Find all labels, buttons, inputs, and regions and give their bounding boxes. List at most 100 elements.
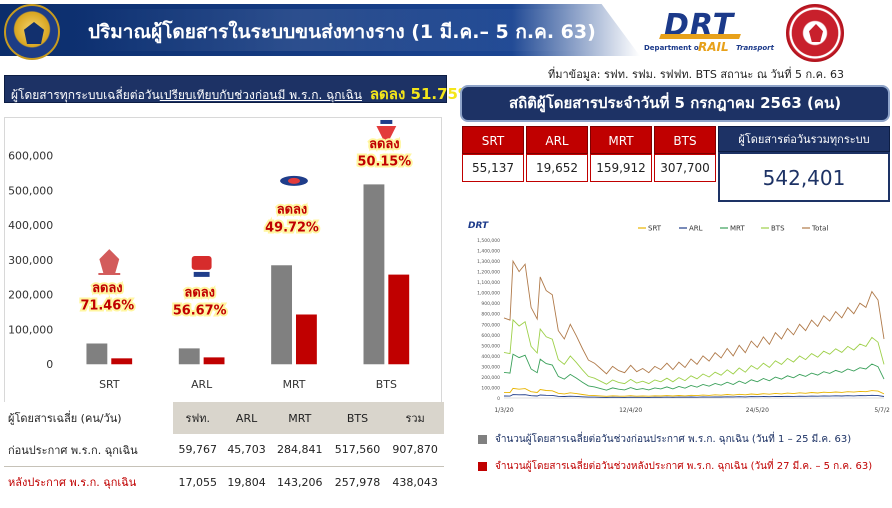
daily-system-value: 55,137 bbox=[462, 154, 524, 182]
line-y-tick-label: 200,000 bbox=[481, 375, 500, 381]
line-y-tick-label: 900,000 bbox=[481, 301, 500, 307]
header: ปริมาณผู้โดยสารในระบบขนส่งทางราง (1 มี.ค… bbox=[0, 0, 892, 62]
bar-arl-after bbox=[203, 357, 225, 365]
comparison-subtitle: ผู้โดยสารทุกระบบเฉลี่ยต่อวันเปรียบเทียบก… bbox=[4, 75, 473, 103]
drt-logo-rail: RAIL bbox=[698, 40, 729, 54]
table-cell: 517,560 bbox=[328, 434, 387, 467]
daily-total-value: 542,401 bbox=[718, 152, 890, 202]
line-legend-label: SRT bbox=[648, 225, 662, 233]
page-title: ปริมาณผู้โดยสารในระบบขนส่งทางราง (1 มี.ค… bbox=[88, 21, 596, 43]
line-y-tick-label: 1,400,000 bbox=[477, 249, 500, 255]
mrt-logo-core bbox=[288, 177, 300, 184]
line-y-tick-label: 600,000 bbox=[481, 333, 500, 339]
legend-after: จำนวนผู้โดยสารเฉลี่ยต่อวันช่วงหลังประกาศ… bbox=[478, 459, 872, 474]
bar-srt-after bbox=[111, 358, 133, 365]
bar-annotation-label: ลดลง bbox=[184, 286, 214, 301]
bar-bts-before bbox=[363, 184, 385, 365]
legend-before-label: จำนวนผู้โดยสารเฉลี่ยต่อวันช่วงก่อนประกาศ… bbox=[495, 434, 852, 445]
bar-annotation-value: 71.46% bbox=[80, 299, 134, 314]
table-cell: 59,767 bbox=[173, 434, 223, 467]
srt-logo-base bbox=[98, 272, 121, 275]
line-legend: SRT ARL MRT BTS Total bbox=[638, 225, 828, 233]
srt-logo-icon bbox=[98, 249, 121, 275]
table-cell: 19,804 bbox=[227, 475, 266, 489]
line-y-tick-label: 500,000 bbox=[481, 343, 500, 349]
line-total bbox=[503, 259, 885, 375]
bar-chart: 0 100,000 200,000 300,000 400,000 500,000 600,… bbox=[4, 117, 442, 403]
bar-annotation-value: 49.72% bbox=[265, 221, 319, 236]
line-y-tick-label: 800,000 bbox=[481, 312, 500, 318]
daily-system-value: 159,912 bbox=[590, 154, 652, 182]
bts-logo-top bbox=[380, 119, 393, 124]
table-cell: 45,703 bbox=[222, 434, 271, 467]
bar-annotations: ลดลง 71.46% ลดลง 56.67% ลดลง 49.72% ลดลง 50.15% bbox=[78, 135, 413, 321]
line-y-tick-label: 0 bbox=[497, 396, 500, 402]
bar-annotation-value: 50.15% bbox=[358, 155, 412, 170]
table-cell: 907,870 bbox=[386, 434, 444, 467]
line-y-tick-label: 1,100,000 bbox=[477, 280, 500, 286]
table-row-label: หลังประกาศ พ.ร.ก. ฉุกเฉิน bbox=[8, 476, 137, 490]
daily-stats-title: สถิติผู้โดยสารประจำวันที่ 5 กรกฎาคม 2563… bbox=[460, 85, 890, 122]
legend-after-label: จำนวนผู้โดยสารเฉลี่ยต่อวันช่วงหลังประกาศ… bbox=[495, 461, 873, 472]
table-row: หลังประกาศ พ.ร.ก. ฉุกเฉิน 17,055 19,804 … bbox=[4, 466, 444, 498]
srt-logo-shape bbox=[99, 249, 120, 273]
bar-y-tick-label: 0 bbox=[46, 358, 53, 371]
bts-logo-shape bbox=[376, 125, 397, 146]
daily-system-label: MRT bbox=[590, 126, 652, 154]
bar-mrt-after bbox=[295, 314, 317, 365]
table-cell: 143,206 bbox=[277, 475, 323, 489]
data-source: ที่มาข้อมูล: รฟท. รฟม. รฟฟท. BTS สถานะ ณ… bbox=[548, 68, 844, 81]
subtitle-text: ผู้โดยสารทุกระบบเฉลี่ยต่อวัน bbox=[11, 88, 160, 102]
bar-y-tick-label: 300,000 bbox=[8, 254, 53, 267]
table-col-header: รฟท. bbox=[173, 402, 223, 434]
table-header-label: ผู้โดยสารเฉลี่ย (คน/วัน) bbox=[4, 402, 174, 434]
table-col-header: BTS bbox=[328, 402, 387, 434]
line-y-tick-label: 1,300,000 bbox=[477, 259, 500, 265]
summary-table: ผู้โดยสารเฉลี่ย (คน/วัน) รฟท. ARL MRT BT… bbox=[4, 402, 444, 498]
legend-before: จำนวนผู้โดยสารเฉลี่ยต่อวันช่วงก่อนประกาศ… bbox=[478, 432, 851, 447]
line-chart: DRT SRT ARL MRT BTS Total 0 100,000 200,000 300… bbox=[460, 214, 890, 424]
table-row-label: ก่อนประกาศ พ.ร.ก. ฉุกเฉิน bbox=[4, 434, 174, 467]
line-x-tick-label: 1/3/20 bbox=[494, 407, 513, 414]
bar-annotation-label: ลดลง bbox=[369, 137, 399, 152]
bar-annotation-label: ลดลง bbox=[92, 281, 122, 296]
bar-y-tick-label: 100,000 bbox=[8, 323, 53, 336]
arl-logo-icon bbox=[191, 256, 212, 277]
line-legend-label: Total bbox=[811, 225, 828, 233]
bar-bts-after bbox=[388, 274, 410, 365]
line-x-tick-label: 12/4/20 bbox=[619, 407, 642, 414]
bar-mrt-before bbox=[271, 265, 293, 365]
arl-logo-base bbox=[193, 271, 210, 277]
table-cell: 438,043 bbox=[392, 475, 438, 489]
table-header-row: ผู้โดยสารเฉลี่ย (คน/วัน) รฟท. ARL MRT BT… bbox=[4, 402, 444, 434]
table-cell: 284,841 bbox=[270, 434, 329, 467]
line-y-axis: 0 100,000 200,000 300,000 400,000 500,000 600,… bbox=[477, 238, 884, 402]
daily-total-label: ผู้โดยสารต่อวันรวมทุกระบบ bbox=[718, 126, 890, 152]
table-cell: 257,978 bbox=[334, 475, 381, 489]
line-y-tick-label: 300,000 bbox=[481, 364, 500, 370]
line-y-tick-label: 100,000 bbox=[481, 385, 500, 391]
line-y-tick-label: 1,500,000 bbox=[477, 238, 500, 244]
legend-red-swatch bbox=[478, 461, 487, 471]
table-cell: 17,055 bbox=[178, 475, 218, 489]
subtitle-comparison-text: เปรียบเทียบกับช่วงก่อนมี พ.ร.ก. ฉุกเฉิน bbox=[159, 88, 363, 102]
line-bts bbox=[503, 318, 885, 385]
line-x-tick-label: 24/5/20 bbox=[746, 407, 769, 414]
table-col-header: รวม bbox=[386, 402, 444, 434]
bar-y-tick-label: 200,000 bbox=[8, 289, 53, 302]
bts-logo-icon bbox=[376, 119, 397, 146]
drt-logo-stripe bbox=[659, 34, 741, 39]
line-arl bbox=[503, 394, 885, 398]
line-legend-label: MRT bbox=[730, 225, 745, 233]
arl-logo-shape bbox=[191, 256, 212, 270]
bar-annotation-value: 56.67% bbox=[173, 304, 227, 319]
line-mrt bbox=[503, 353, 885, 391]
line-y-tick-label: 1,000,000 bbox=[477, 291, 500, 297]
legend-gray-swatch bbox=[478, 434, 487, 444]
srt-seal-icon bbox=[786, 4, 844, 62]
bar-x-tick-label: MRT bbox=[283, 378, 306, 391]
ministry-seal-icon bbox=[4, 4, 60, 60]
table-row: ก่อนประกาศ พ.ร.ก. ฉุกเฉิน 59,767 45,703 … bbox=[4, 434, 444, 467]
header-banner-shine bbox=[80, 9, 620, 51]
line-y-tick-label: 700,000 bbox=[481, 322, 500, 328]
